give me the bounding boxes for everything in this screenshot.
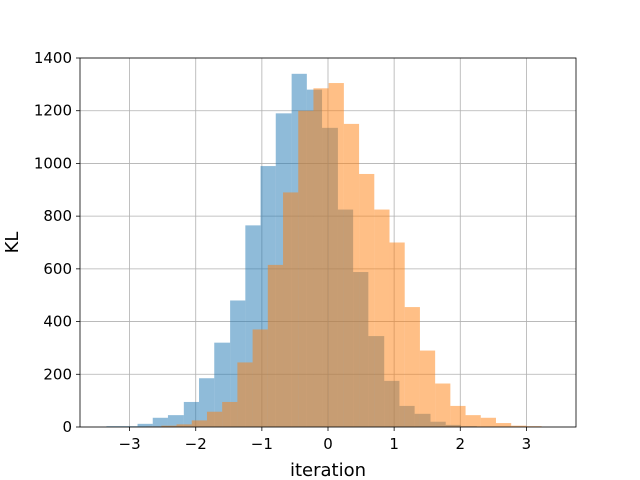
histogram-bar-series-2 [495,423,512,427]
histogram-bar-series-2 [222,401,238,427]
x-tick-label: 0 [323,435,333,453]
histogram-bar-series-2 [191,420,207,427]
histogram-bar-series-2 [419,350,436,427]
axis-ticks: −3 −2 −1 0 1 2 3 0 200 400 600 800 1000 1200 1400 [34,49,531,453]
histogram-bar-series-2 [374,209,390,427]
histogram-bar-series-2 [511,425,527,427]
y-tick-label: 1000 [34,154,72,172]
histogram-bar-series-2 [161,425,177,427]
histogram-bar-series-2 [313,88,329,427]
histogram-bar-series-2 [298,110,314,427]
histogram-bar-series-2 [389,242,405,427]
x-tick-label: −2 [185,435,207,453]
histogram-bar-series-2 [480,417,496,427]
histogram-bar-series-2 [450,405,466,427]
y-tick-label: 1200 [34,102,72,120]
y-tick-label: 1400 [34,49,72,67]
histogram-bar-series-2 [465,415,481,427]
x-tick-label: 1 [389,435,399,453]
histogram-bar-series-2 [404,307,420,427]
y-tick-label: 800 [43,207,72,225]
histogram-bar-series-1 [167,415,184,427]
y-tick-label: 400 [43,313,72,331]
y-tick-label: 600 [43,260,72,278]
histogram-bar-series-2 [435,383,451,427]
histogram-bar-series-2 [283,192,299,427]
histogram-bar-series-2 [267,264,284,427]
y-axis-label: KL [2,232,23,254]
x-tick-label: −1 [251,435,273,453]
histogram-bar-series-1 [152,417,168,427]
histogram-bar-series-2 [359,173,375,427]
y-tick-label: 0 [62,418,72,436]
histogram-bar-series-2 [176,424,192,427]
x-tick-label: 3 [522,435,532,453]
histogram-bars [106,73,542,428]
histogram-bar-series-1 [137,423,153,427]
x-tick-label: 2 [455,435,465,453]
plot-frame [79,57,577,428]
histogram-bar-series-2 [237,362,253,427]
y-tick-label: 200 [43,365,72,383]
histogram-bar-series-2 [328,83,344,428]
x-tick-label: −3 [119,435,141,453]
histogram-bar-series-2 [206,411,223,427]
histogram-bar-series-2 [252,329,268,427]
x-axis-label: iteration [290,460,366,480]
histogram-bar-series-2 [343,123,360,428]
